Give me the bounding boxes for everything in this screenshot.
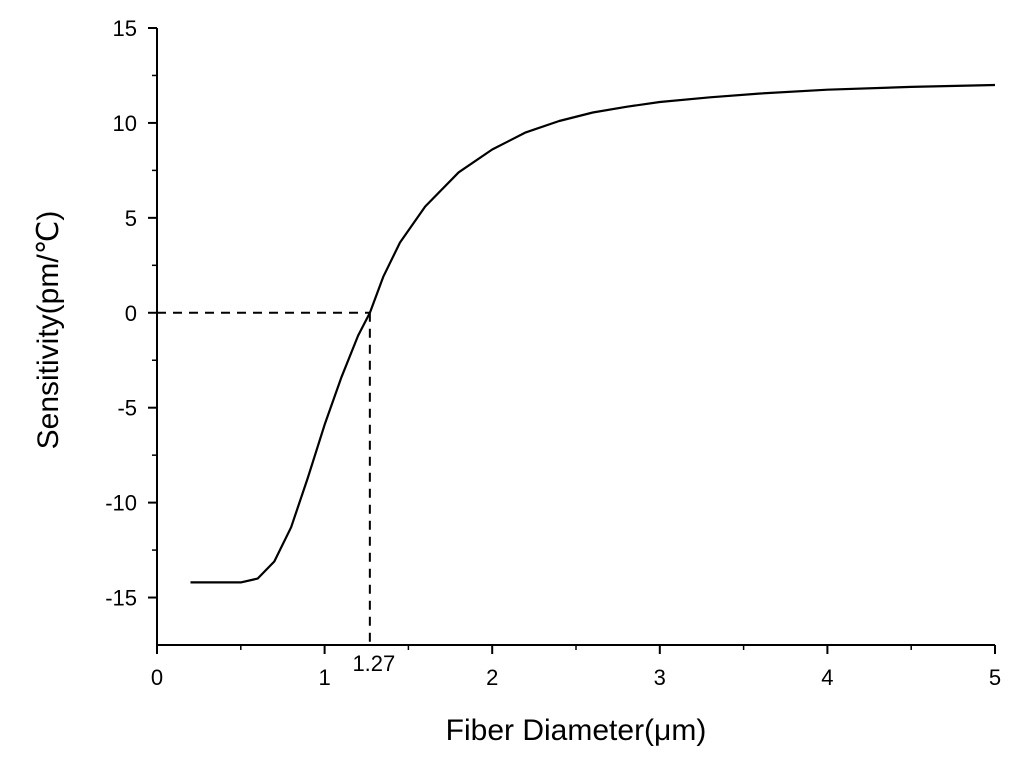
guide-lines xyxy=(157,311,371,645)
x-tick-label: 0 xyxy=(151,665,163,690)
axes xyxy=(156,28,995,646)
y-tick-label: -5 xyxy=(117,396,137,421)
x-tick-label: 2 xyxy=(486,665,498,690)
x-tick-label: 3 xyxy=(654,665,666,690)
annotation-label: 1.27 xyxy=(352,651,395,676)
sensitivity-curve xyxy=(190,83,996,584)
y-tick-label: -15 xyxy=(105,586,137,611)
tick-labels: 0 1 2 3 4 5 15 10 5 0 -5 -10 -15 1.27 xyxy=(105,16,1001,690)
y-tick-label: 5 xyxy=(125,206,137,231)
y-tick-label: -10 xyxy=(105,491,137,516)
series-layer xyxy=(190,83,996,584)
x-tick-label: 4 xyxy=(821,665,833,690)
x-tick-label: 1 xyxy=(318,665,330,690)
x-tick-label: 5 xyxy=(989,665,1001,690)
y-tick-label: 0 xyxy=(125,301,137,326)
y-axis-title: Sensitivity(pm/℃) xyxy=(32,211,65,450)
y-tick-label: 15 xyxy=(113,16,137,41)
x-axis-title: Fiber Diameter(μm) xyxy=(446,714,707,747)
y-tick-label: 10 xyxy=(113,111,137,136)
ticks xyxy=(148,27,996,654)
